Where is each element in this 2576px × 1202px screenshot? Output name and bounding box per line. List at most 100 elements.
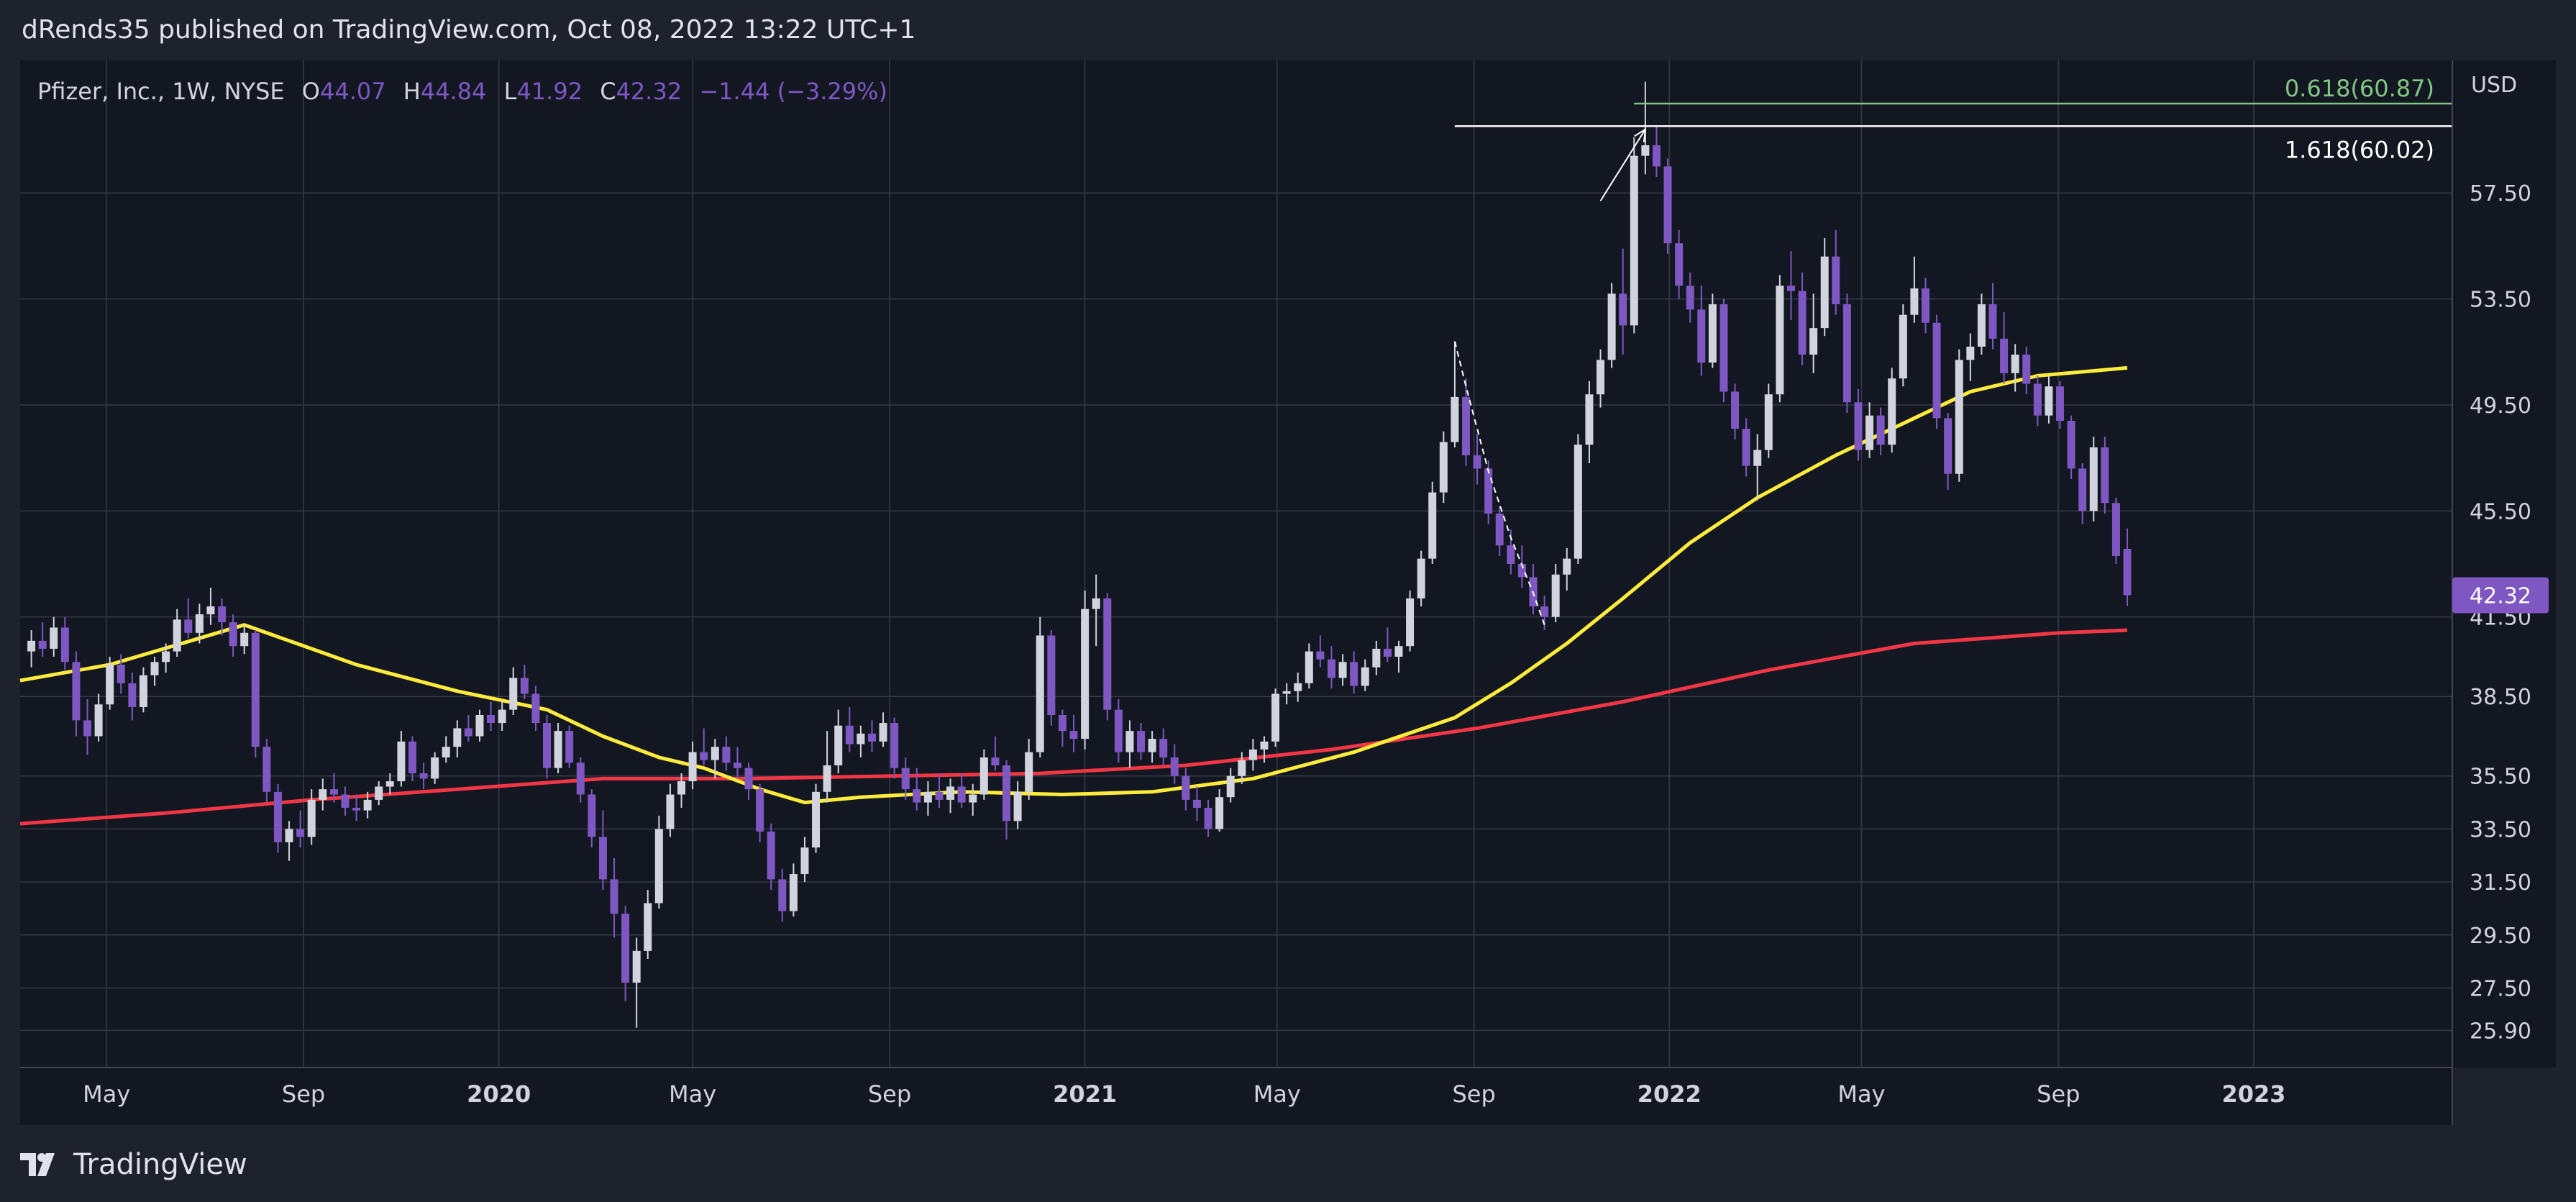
candle-body <box>1899 314 1907 379</box>
candle-body <box>195 614 204 633</box>
last-price-tag: 42.32 <box>2452 577 2549 614</box>
time-tick-label: Sep <box>1452 1080 1495 1108</box>
candle-body <box>2089 447 2098 511</box>
candle-body <box>106 665 114 705</box>
candle-up <box>173 609 181 657</box>
candle-up <box>554 723 562 774</box>
candle-body <box>1988 304 1997 339</box>
candle-body <box>756 789 764 832</box>
candle-down <box>296 810 305 848</box>
candle-body <box>1350 662 1358 686</box>
candles <box>27 81 2132 1028</box>
time-tick-label: May <box>1253 1080 1301 1108</box>
candle-body <box>1260 741 1269 750</box>
candle-down <box>1619 248 1627 355</box>
candle-body <box>654 829 663 903</box>
candle-body <box>139 675 147 707</box>
candle-body <box>1507 545 1515 564</box>
candle-up <box>206 588 215 625</box>
candle-down <box>60 616 69 670</box>
candle-down <box>1204 799 1212 837</box>
candle-body <box>1776 286 1784 395</box>
candle-body <box>419 773 428 779</box>
candle-down <box>2022 346 2031 395</box>
candle-down <box>1159 728 1168 765</box>
candle-body <box>1148 739 1156 752</box>
fib-levels: 0.618(60.87) 1.618(60.02) <box>1454 75 2452 163</box>
candle-body <box>173 619 181 652</box>
candle-up <box>1338 654 1347 686</box>
candle-up <box>2045 375 2053 424</box>
candle-body <box>969 794 977 803</box>
candle-up <box>240 624 249 655</box>
candle-body <box>72 662 81 721</box>
candle-down <box>520 665 529 699</box>
candle-body <box>397 741 406 782</box>
candle-up <box>1439 431 1448 504</box>
time-axis[interactable]: May Sep 2020 May Sep 2021 May Sep 2022 May Sep 2023 <box>83 1080 2285 1108</box>
arrow-line <box>1599 129 1646 201</box>
time-tick-label: Sep <box>868 1080 911 1108</box>
candle-down <box>1832 229 1840 315</box>
candle-body <box>352 807 361 811</box>
candle-up <box>1910 256 1919 323</box>
tradingview-logo[interactable]: TradingView <box>20 1148 247 1181</box>
candle-body <box>94 704 103 737</box>
legend-low-value: 41.92 <box>516 78 583 105</box>
candle-body <box>27 640 36 652</box>
ma200-line <box>19 628 2128 826</box>
candle-body <box>1092 598 1100 609</box>
candle-body <box>1047 635 1056 715</box>
candle-up <box>94 693 103 742</box>
candle-down <box>419 762 428 790</box>
candle-up <box>879 712 887 747</box>
candle-body <box>1786 286 1795 291</box>
candle-body <box>1663 166 1672 244</box>
candle-body <box>1305 651 1313 683</box>
time-tick-label: 2022 <box>1638 1080 1702 1108</box>
candle-body <box>543 723 552 768</box>
candle-up <box>1451 341 1459 447</box>
candle-body <box>385 781 394 787</box>
price-chart[interactable]: 0.618(60.87) 1.618(60.02) 57.50 53.50 49.50… <box>0 0 2576 1126</box>
candle-body <box>1159 739 1168 757</box>
candle-body <box>901 768 910 790</box>
candle-up <box>1013 781 1022 829</box>
candle-body <box>1686 286 1694 310</box>
candle-up <box>106 656 114 710</box>
candle-body <box>431 757 439 779</box>
candle-body <box>1002 765 1011 821</box>
price-axis-background[interactable] <box>2452 60 2556 1067</box>
candle-up <box>1092 574 1100 647</box>
candle-body <box>610 879 618 914</box>
candle-body <box>1563 558 1571 575</box>
candle-body <box>1876 415 1885 445</box>
candle-up <box>1865 402 1874 458</box>
price-axis[interactable]: 57.5053.5049.5045.5041.5038.5035.5033.50… <box>2470 181 2531 1044</box>
candle-body <box>1372 648 1381 668</box>
time-tick-label: 2020 <box>467 1080 531 1108</box>
candle-down <box>1663 158 1672 254</box>
legend-close-label: C <box>600 78 616 105</box>
candle-body <box>1238 760 1246 776</box>
candle-down <box>1786 251 1795 321</box>
candle-up <box>50 616 58 657</box>
candle-body <box>487 715 495 724</box>
price-tick-label: 31.50 <box>2470 870 2531 896</box>
legend-open-label: O <box>302 78 320 105</box>
candle-up <box>923 781 932 816</box>
candle-body <box>722 747 731 763</box>
candle-body <box>453 728 462 747</box>
candle-body <box>1719 304 1728 392</box>
candle-body <box>1865 415 1874 450</box>
candle-down <box>598 810 607 891</box>
candle-up <box>946 778 955 814</box>
candle-body <box>1944 418 1952 474</box>
candle-up <box>1764 383 1773 458</box>
candle-down <box>83 698 92 755</box>
time-axis-background[interactable] <box>20 1067 2452 1125</box>
candle-down <box>487 701 495 732</box>
time-tick-label: May <box>83 1080 130 1108</box>
candle-body <box>1137 731 1146 752</box>
candle-up <box>812 783 821 853</box>
